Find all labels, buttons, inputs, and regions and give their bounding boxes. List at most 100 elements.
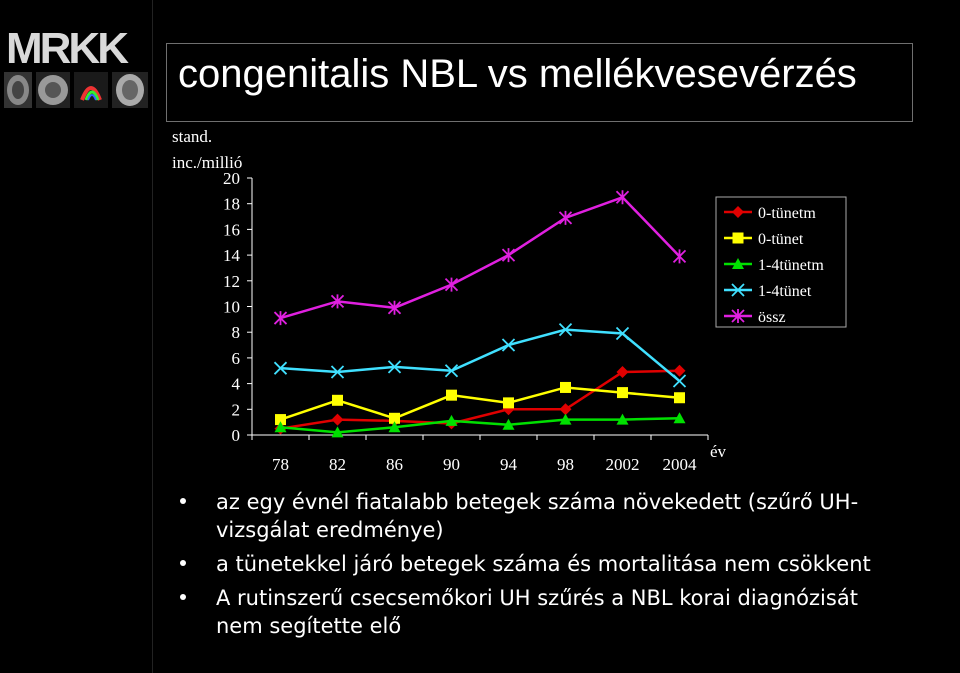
series-0-tünetm bbox=[274, 364, 686, 435]
data-point-marker bbox=[732, 206, 744, 218]
y-axis-label-line-2: inc./millió bbox=[172, 153, 243, 172]
bullet-dot bbox=[180, 560, 186, 566]
data-point-marker bbox=[388, 421, 401, 433]
data-point-marker bbox=[274, 421, 287, 433]
legend-entry: 1-4tünetm bbox=[724, 257, 824, 274]
legend-entry: 0-tünetm bbox=[724, 205, 816, 222]
chart-legend: 0-tünetm 0-tünet 1-4tünetm 1-4tünet össz bbox=[715, 196, 847, 328]
data-point-marker bbox=[444, 364, 459, 378]
legend-entry: 0-tünet bbox=[724, 231, 804, 248]
data-point-marker bbox=[732, 232, 744, 244]
data-point-marker bbox=[332, 394, 343, 406]
x-tick-label: 98 bbox=[557, 455, 574, 474]
data-point-marker bbox=[674, 392, 685, 404]
data-point-marker bbox=[445, 414, 458, 426]
bullet-item: az egy évnél fiatalabb betegek száma növ… bbox=[180, 488, 920, 544]
data-point-marker bbox=[331, 426, 344, 438]
brain-scan-thumbnails bbox=[4, 72, 148, 108]
y-tick-label: 4 bbox=[232, 375, 241, 394]
data-point-marker bbox=[560, 381, 571, 393]
data-point-marker bbox=[672, 249, 687, 264]
data-point-marker bbox=[273, 361, 288, 375]
data-point-marker bbox=[331, 413, 344, 426]
y-tick-label: 10 bbox=[223, 298, 240, 317]
data-point-marker bbox=[558, 322, 573, 337]
legend-label: 1-4tünetm bbox=[758, 257, 824, 274]
bullet-item: A rutinszerű csecsemőkori UH szűrés a NB… bbox=[180, 584, 920, 640]
series-1-4tünet bbox=[273, 322, 687, 388]
data-point-marker bbox=[444, 277, 459, 292]
y-tick-label: 16 bbox=[223, 220, 240, 239]
data-point-marker bbox=[616, 413, 629, 425]
y-tick-label: 20 bbox=[223, 169, 240, 188]
y-tick-label: 6 bbox=[232, 349, 241, 368]
series-line bbox=[280, 386, 680, 421]
series-össz bbox=[273, 190, 687, 326]
x-tick-label: 86 bbox=[386, 455, 403, 474]
series-line bbox=[280, 328, 681, 382]
data-point-marker bbox=[559, 403, 572, 416]
data-point-marker bbox=[273, 311, 288, 326]
series-line bbox=[280, 195, 681, 320]
legend-entry: össz bbox=[724, 309, 786, 326]
x-tick-label: 78 bbox=[272, 455, 289, 474]
chart-series bbox=[273, 190, 687, 438]
data-point-marker bbox=[731, 283, 745, 297]
data-point-marker bbox=[559, 413, 572, 425]
data-point-marker bbox=[501, 338, 516, 352]
y-tick-label: 0 bbox=[232, 426, 241, 445]
data-point-marker bbox=[503, 397, 514, 409]
data-point-marker bbox=[389, 412, 400, 424]
legend-label: 0-tünet bbox=[758, 231, 804, 248]
series-line bbox=[280, 417, 680, 434]
legend-label: 0-tünetm bbox=[758, 205, 816, 222]
y-tick-label: 12 bbox=[223, 272, 240, 291]
bullet-list: az egy évnél fiatalabb betegek száma növ… bbox=[180, 488, 920, 646]
title-frame bbox=[166, 43, 913, 122]
data-point-marker bbox=[387, 300, 402, 315]
bullet-text: vizsgálat eredménye) bbox=[216, 518, 444, 542]
bullet-text: a tünetekkel járó betegek száma és morta… bbox=[216, 552, 871, 576]
series-1-4tünetm bbox=[274, 412, 686, 438]
x-axis-unit: év bbox=[710, 442, 727, 461]
data-point-marker bbox=[502, 418, 515, 430]
x-tick-label: 82 bbox=[329, 455, 346, 474]
left-strip: MRKK bbox=[0, 0, 153, 673]
y-tick-label: 8 bbox=[232, 323, 241, 342]
data-point-marker bbox=[501, 248, 516, 263]
data-point-marker bbox=[330, 365, 345, 379]
y-tick-label: 18 bbox=[223, 195, 240, 214]
data-point-marker bbox=[731, 309, 745, 323]
bullet-dot bbox=[180, 498, 186, 504]
y-axis-label-line-1: stand. bbox=[172, 127, 213, 146]
data-point-marker bbox=[673, 364, 686, 377]
bullet-text: az egy évnél fiatalabb betegek száma növ… bbox=[216, 490, 859, 514]
data-point-marker bbox=[330, 294, 345, 309]
legend-frame bbox=[715, 196, 847, 328]
mrkk-logo: MRKK bbox=[6, 24, 129, 73]
data-point-marker bbox=[732, 258, 744, 269]
x-tick-label: 90 bbox=[443, 455, 460, 474]
x-tick-label: 2004 bbox=[663, 455, 698, 474]
bullet-text: nem segítette elő bbox=[216, 614, 402, 638]
data-point-marker bbox=[558, 210, 573, 225]
bullet-dot bbox=[180, 594, 186, 600]
legend-entry: 1-4tünet bbox=[724, 283, 812, 300]
x-tick-label: 2002 bbox=[606, 455, 640, 474]
series-0-tünet bbox=[275, 381, 685, 426]
data-point-marker bbox=[446, 389, 457, 401]
y-tick-label: 14 bbox=[223, 246, 241, 265]
legend-label: 1-4tünet bbox=[758, 283, 812, 300]
data-point-marker bbox=[615, 326, 630, 341]
data-point-marker bbox=[387, 360, 402, 374]
bullet-text: A rutinszerű csecsemőkori UH szűrés a NB… bbox=[216, 586, 858, 610]
legend-label: össz bbox=[758, 309, 786, 326]
data-point-marker bbox=[672, 374, 687, 388]
series-line bbox=[280, 369, 680, 430]
chart-axes: 0 2 4 6 8 10 12 14 16 18 20 78 82 86 90 94 98 2002 2004 bbox=[223, 169, 709, 474]
data-point-marker bbox=[615, 190, 630, 205]
y-tick-label: 2 bbox=[232, 400, 241, 419]
bullet-item: a tünetekkel járó betegek száma és morta… bbox=[180, 550, 920, 578]
data-point-marker bbox=[617, 387, 628, 399]
